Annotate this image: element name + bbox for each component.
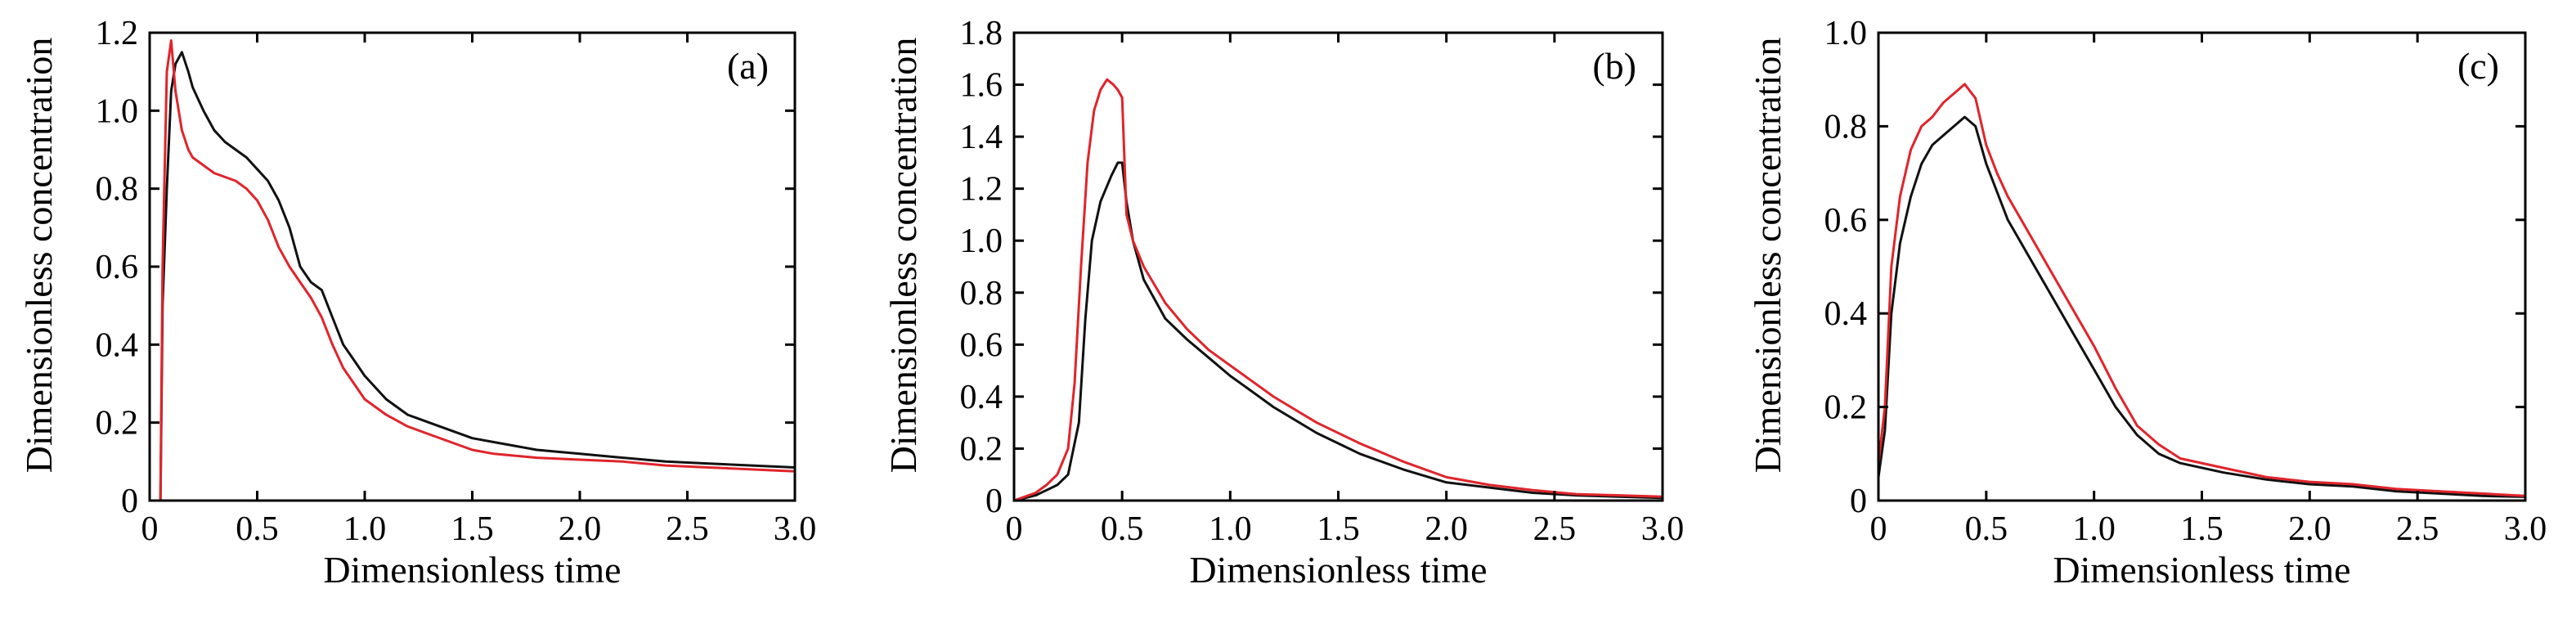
y-tick-label: 1.0 xyxy=(1824,15,1868,52)
x-tick-label: 3.0 xyxy=(1641,510,1685,548)
y-axis-title: Dimensionless concentration xyxy=(1747,38,1788,474)
series-line-black xyxy=(150,51,795,501)
y-tick-label: 1.0 xyxy=(96,92,139,130)
x-axis-title: Dimensionless time xyxy=(1189,549,1487,591)
y-tick-label: 0.4 xyxy=(1824,295,1868,333)
x-tick-label: 1.0 xyxy=(1209,510,1252,548)
series-line-red xyxy=(150,39,795,501)
y-tick-label: 0.6 xyxy=(960,326,1003,364)
y-tick-label: 0.8 xyxy=(960,275,1003,312)
x-tick-label: 0 xyxy=(1006,510,1023,548)
y-tick-label: 0.4 xyxy=(960,379,1003,416)
x-axis-title: Dimensionless time xyxy=(323,549,621,591)
x-tick-label: 1.0 xyxy=(343,510,387,548)
plot-frame xyxy=(148,31,797,502)
series-line-black xyxy=(1014,161,1663,501)
y-tick-label: 1.4 xyxy=(960,119,1003,156)
chart-panel-1: 0 0.5 1.0 1.5 2.0 2.5 3.0 0 0.2 0.4 0.6 0.8 1.0 1.2 Di… xyxy=(18,15,816,591)
panel-label: (b) xyxy=(1592,45,1636,87)
x-tick-label: 2.0 xyxy=(1425,510,1468,548)
chart-panel-2: 0 0.5 1.0 1.5 2.0 2.5 3.0 0 0.2 0.4 0.6 0.8 1.0 1.2 1.… xyxy=(882,15,1684,591)
y-tick-label: 1.2 xyxy=(96,15,139,52)
x-tick-label: 0.5 xyxy=(1101,510,1144,548)
y-tick-label: 0 xyxy=(121,483,138,520)
x-tick-label: 3.0 xyxy=(774,510,817,548)
x-tick-label: 1.5 xyxy=(451,510,494,548)
y-tick-label: 0 xyxy=(985,483,1003,520)
x-axis-title: Dimensionless time xyxy=(2053,549,2350,591)
x-tick-label: 0 xyxy=(141,510,159,548)
plot-frame xyxy=(1012,31,1664,502)
y-tick-label: 1.0 xyxy=(960,222,1003,260)
y-tick-label: 0.8 xyxy=(96,171,139,209)
x-tick-label: 2.0 xyxy=(559,510,602,548)
x-tick-label: 0.5 xyxy=(236,510,279,548)
x-tick-label: 1.0 xyxy=(2072,510,2116,548)
y-tick-label: 0.8 xyxy=(1824,108,1868,146)
series-line-red xyxy=(1014,78,1663,501)
y-tick-label: 0.4 xyxy=(96,326,139,364)
panel-label: (c) xyxy=(2457,45,2499,87)
y-axis-title: Dimensionless concentration xyxy=(18,38,60,474)
x-tick-label: 1.5 xyxy=(1317,510,1360,548)
y-tick-label: 1.8 xyxy=(960,15,1003,52)
y-axis-title: Dimensionless concentration xyxy=(882,38,924,474)
x-tick-label: 3.0 xyxy=(2504,510,2547,548)
y-tick-label: 0.6 xyxy=(1824,202,1868,240)
y-tick-label: 0 xyxy=(1850,483,1867,520)
series-line-black xyxy=(1878,115,2525,498)
y-tick-label: 1.6 xyxy=(960,67,1003,105)
x-tick-label: 0 xyxy=(1870,510,1887,548)
x-tick-label: 0.5 xyxy=(1965,510,2008,548)
x-tick-label: 2.5 xyxy=(1533,510,1577,548)
x-tick-label: 2.0 xyxy=(2288,510,2331,548)
x-tick-label: 2.5 xyxy=(2396,510,2439,548)
y-tick-label: 0.6 xyxy=(96,249,139,286)
y-tick-label: 0.2 xyxy=(960,430,1003,468)
y-tick-label: 0.2 xyxy=(1824,389,1868,427)
y-tick-label: 1.2 xyxy=(960,171,1003,209)
x-tick-label: 2.5 xyxy=(666,510,709,548)
y-tick-label: 0.2 xyxy=(96,405,139,443)
x-tick-label: 1.5 xyxy=(2180,510,2224,548)
series-line-red xyxy=(1878,83,2525,497)
panel-label: (a) xyxy=(727,45,769,87)
chart-panel-3: 0 0.5 1.0 1.5 2.0 2.5 3.000.20.40.60.81.0Dimen… xyxy=(1747,15,2547,591)
